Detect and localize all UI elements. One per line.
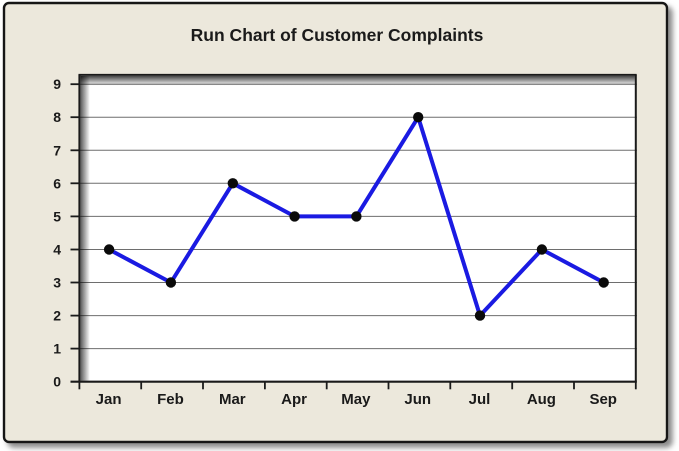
svg-text:6: 6 — [53, 175, 61, 191]
svg-text:9: 9 — [53, 76, 61, 92]
svg-text:5: 5 — [53, 208, 61, 224]
svg-text:Run Chart of Customer Complain: Run Chart of Customer Complaints — [191, 25, 484, 45]
svg-text:May: May — [341, 391, 371, 408]
svg-text:Feb: Feb — [157, 391, 184, 408]
svg-text:Sep: Sep — [589, 391, 617, 408]
svg-text:Jun: Jun — [404, 391, 431, 408]
svg-text:2: 2 — [53, 308, 61, 324]
svg-text:1: 1 — [53, 341, 61, 357]
svg-text:Jul: Jul — [469, 391, 491, 408]
svg-text:Aug: Aug — [527, 391, 556, 408]
svg-text:Apr: Apr — [281, 391, 307, 408]
svg-text:Mar: Mar — [219, 391, 246, 408]
svg-text:0: 0 — [53, 374, 61, 390]
svg-text:8: 8 — [53, 109, 61, 125]
svg-text:4: 4 — [53, 242, 61, 258]
svg-text:7: 7 — [53, 142, 61, 158]
svg-text:3: 3 — [53, 275, 61, 291]
svg-text:Jan: Jan — [96, 391, 122, 408]
